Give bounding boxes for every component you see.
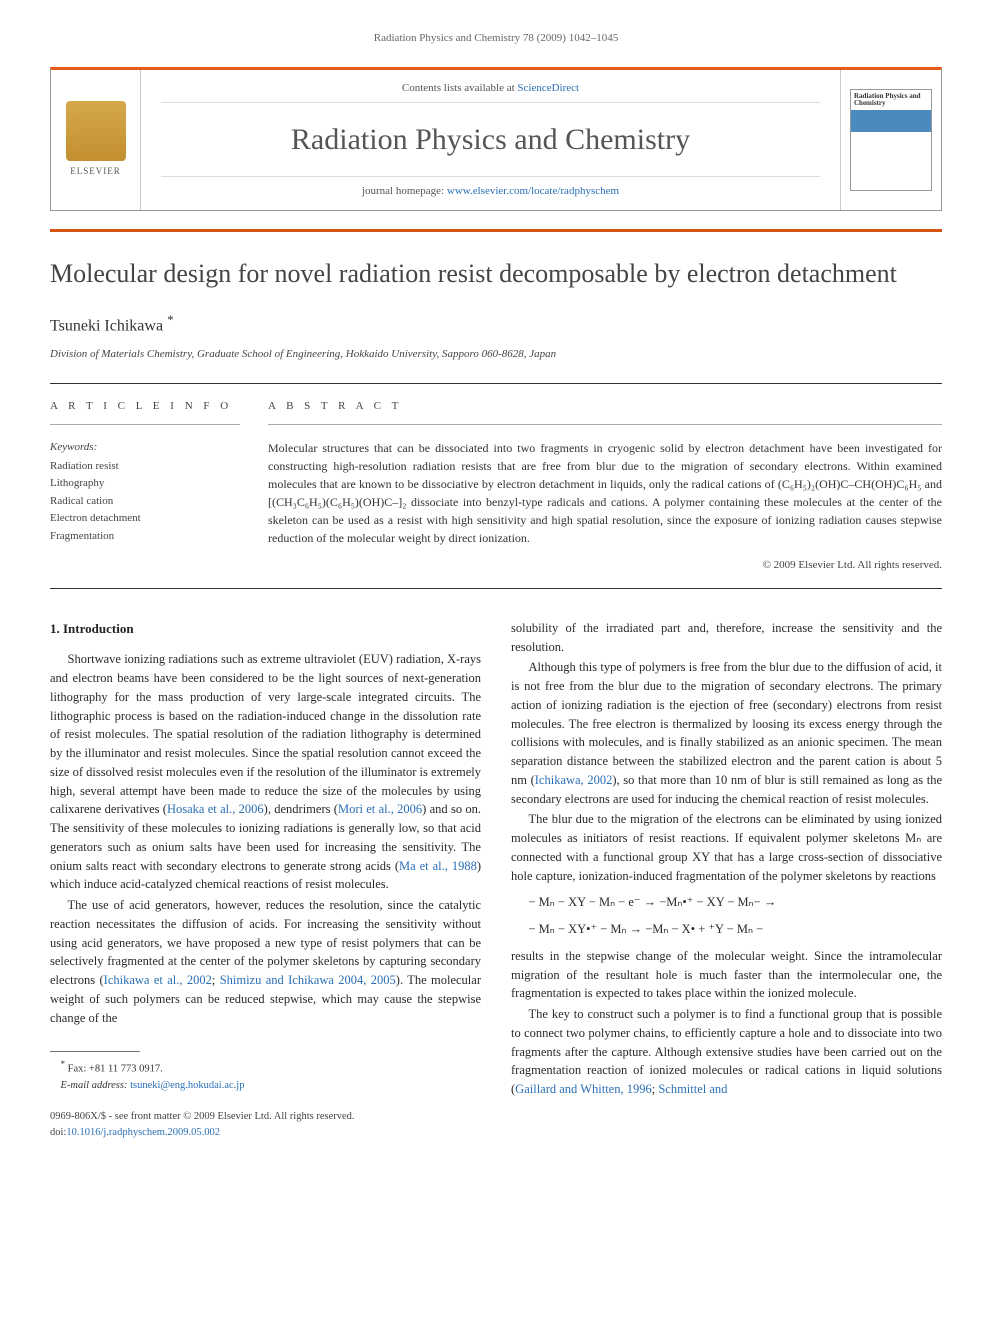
footnote-mark-icon: * <box>61 1059 66 1069</box>
contents-prefix: Contents lists available at <box>402 82 517 94</box>
keyword-item: Lithography <box>50 475 240 492</box>
article-info: A R T I C L E I N F O Keywords: Radiatio… <box>50 398 240 574</box>
info-abstract-block: A R T I C L E I N F O Keywords: Radiatio… <box>50 383 942 589</box>
body-paragraph: results in the stepwise change of the mo… <box>511 947 942 1003</box>
abstract: A B S T R A C T Molecular structures tha… <box>268 398 942 574</box>
body-paragraph: solubility of the irradiated part and, t… <box>511 619 942 657</box>
sciencedirect-link[interactable]: ScienceDirect <box>517 82 579 94</box>
issn-line: 0969-806X/$ - see front matter © 2009 El… <box>50 1109 481 1125</box>
front-matter-block: 0969-806X/$ - see front matter © 2009 El… <box>50 1109 481 1141</box>
body-paragraph: Shortwave ionizing radiations such as ex… <box>50 650 481 894</box>
journal-masthead: ELSEVIER Contents lists available at Sci… <box>50 67 942 211</box>
journal-name: Radiation Physics and Chemistry <box>161 117 820 162</box>
citation-link[interactable]: Hosaka et al., 2006 <box>167 802 264 816</box>
cover-title: Radiation Physics and Chemistry <box>854 93 928 108</box>
affiliation: Division of Materials Chemistry, Graduat… <box>50 346 942 363</box>
body-paragraph: The use of acid generators, however, red… <box>50 896 481 1027</box>
author-name: Tsuneki Ichikawa <box>50 317 163 334</box>
author-email-link[interactable]: tsuneki@eng.hokudai.ac.jp <box>130 1080 244 1091</box>
abstract-text: Molecular structures that can be dissoci… <box>268 439 942 547</box>
keyword-item: Radiation resist <box>50 458 240 475</box>
email-label: E-mail address: <box>61 1080 131 1091</box>
body-paragraph: The key to construct such a polymer is t… <box>511 1005 942 1099</box>
abstract-heading: A B S T R A C T <box>268 398 942 426</box>
fax-label: Fax: <box>68 1064 89 1075</box>
body-text: ; <box>212 973 220 987</box>
citation-link[interactable]: Mori et al., 2006 <box>338 802 422 816</box>
body-text: ), dendrimers ( <box>264 802 338 816</box>
journal-homepage-line: journal homepage: www.elsevier.com/locat… <box>161 176 820 200</box>
corresponding-mark-icon: * <box>167 312 174 327</box>
body-text: Shortwave ionizing radiations such as ex… <box>50 652 481 816</box>
masthead-center: Contents lists available at ScienceDirec… <box>141 70 841 210</box>
contents-available-line: Contents lists available at ScienceDirec… <box>161 80 820 104</box>
article-info-heading: A R T I C L E I N F O <box>50 398 240 426</box>
elsevier-tree-icon <box>66 101 126 161</box>
journal-cover-thumbnail: Radiation Physics and Chemistry <box>841 70 941 210</box>
email-footnote: E-mail address: tsuneki@eng.hokudai.ac.j… <box>50 1078 481 1094</box>
citation-link[interactable]: Ichikawa, 2002 <box>535 773 613 787</box>
abstract-copyright: © 2009 Elsevier Ltd. All rights reserved… <box>268 557 942 574</box>
homepage-prefix: journal homepage: <box>362 185 447 197</box>
elsevier-logo: ELSEVIER <box>51 70 141 210</box>
running-header: Radiation Physics and Chemistry 78 (2009… <box>50 30 942 47</box>
keyword-item: Radical cation <box>50 493 240 510</box>
divider-rule <box>50 229 942 232</box>
doi-link[interactable]: 10.1016/j.radphyschem.2009.05.002 <box>66 1127 220 1138</box>
doi-label: doi: <box>50 1127 66 1138</box>
equation-line: − Mₙ − XY•⁺ − Mₙ → −Mₙ − X• + ⁺Y − Mₙ − <box>529 920 943 939</box>
keyword-item: Electron detachment <box>50 510 240 527</box>
equation-line: − Mₙ − XY − Mₙ − e⁻ → −Mₙ•⁺ − XY − Mₙ− → <box>529 893 943 912</box>
section-heading: 1. Introduction <box>50 619 481 639</box>
citation-link[interactable]: Schmittel and <box>658 1082 727 1096</box>
fax-value: +81 11 773 0917. <box>89 1064 163 1075</box>
author-line: Tsuneki Ichikawa * <box>50 310 942 338</box>
keywords-label: Keywords: <box>50 439 240 456</box>
journal-homepage-link[interactable]: www.elsevier.com/locate/radphyschem <box>447 185 619 197</box>
citation-link[interactable]: Shimizu and Ichikawa 2004, 2005 <box>220 973 396 987</box>
corresponding-footnote: * Fax: +81 11 773 0917. <box>50 1058 481 1077</box>
keywords-list: Radiation resist Lithography Radical cat… <box>50 458 240 545</box>
article-body: 1. Introduction Shortwave ionizing radia… <box>50 619 942 1141</box>
citation-link[interactable]: Ichikawa et al., 2002 <box>104 973 212 987</box>
citation-link[interactable]: Gaillard and Whitten, 1996 <box>515 1082 652 1096</box>
body-paragraph: The blur due to the migration of the ele… <box>511 810 942 885</box>
citation-link[interactable]: Ma et al., 1988 <box>399 859 477 873</box>
footnote-divider <box>50 1051 140 1052</box>
article-title: Molecular design for novel radiation res… <box>50 258 942 291</box>
elsevier-label: ELSEVIER <box>70 165 121 179</box>
keyword-item: Fragmentation <box>50 528 240 545</box>
body-text: Although this type of polymers is free f… <box>511 660 942 787</box>
body-paragraph: Although this type of polymers is free f… <box>511 658 942 808</box>
